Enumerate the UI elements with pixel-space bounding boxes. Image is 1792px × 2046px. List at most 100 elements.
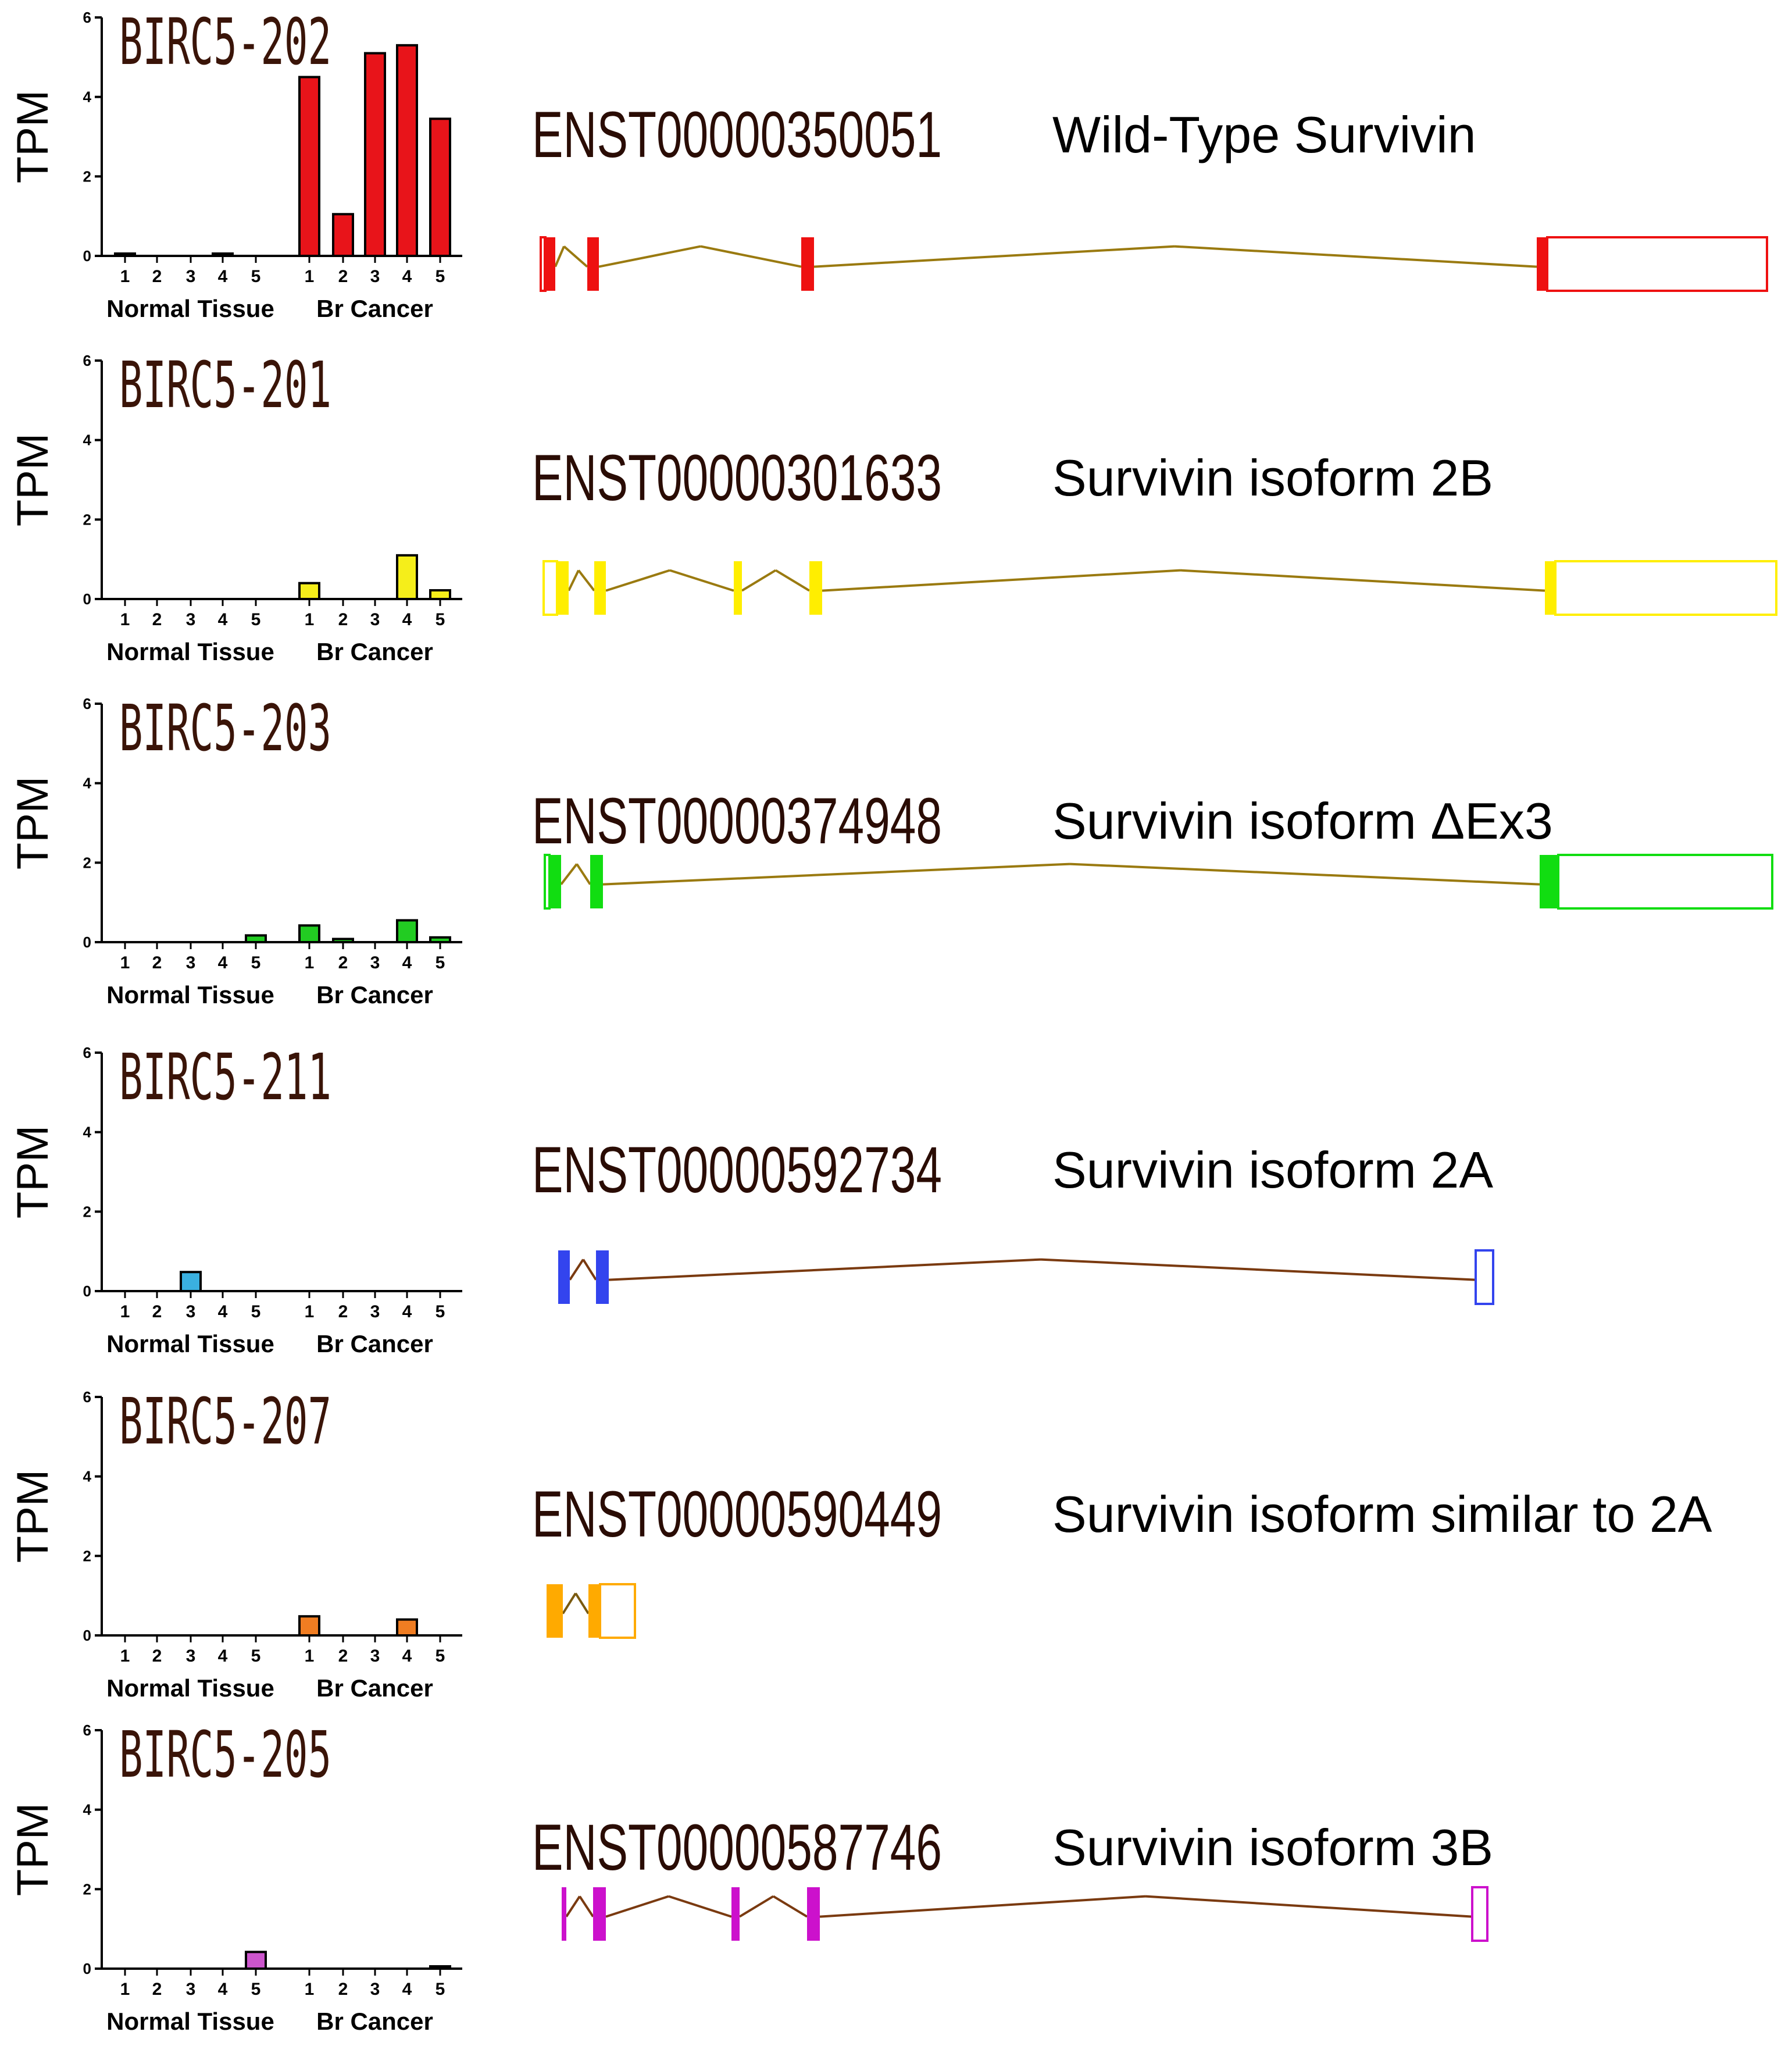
x-tick-label: 2 (152, 267, 162, 286)
x-tick-label: 5 (435, 953, 445, 972)
x-tick-label: 2 (338, 1302, 348, 1321)
x-tick-label: 3 (186, 267, 196, 286)
br-cancer-bar (298, 582, 320, 600)
br-cancer-bar (332, 938, 354, 943)
group-label-cancer: Br Cancer (316, 1330, 433, 1357)
x-tick-label: 1 (305, 1646, 315, 1666)
y-tick-label: 0 (83, 933, 91, 951)
exon-coding (557, 561, 569, 615)
x-tick-label: 2 (338, 1980, 348, 1999)
x-tick-label: 4 (218, 610, 228, 629)
br-cancer-bar (396, 44, 418, 257)
intron-line (741, 569, 777, 592)
br-cancer-bar (298, 76, 320, 257)
x-tick-label: 3 (370, 1646, 380, 1666)
x-tick-label: 3 (186, 610, 196, 629)
y-tick-label: 6 (83, 1388, 91, 1406)
figure-panels: TPM 0 2 4 6 1 2 3 4 5 1 2 3 4 5 Normal Tissue Br Cancer B… (8, 5, 1777, 2035)
group-label-cancer: Br Cancer (316, 638, 433, 665)
x-tick-label: 1 (305, 610, 315, 629)
intron-line (577, 569, 595, 591)
chart-panel: TPM 0 2 4 6 1 2 3 4 5 1 2 3 4 5 Normal Tissue Br Cancer B… (8, 1040, 1494, 1357)
exon-coding (558, 1250, 570, 1304)
exon-coding (588, 1584, 600, 1638)
exon-coding (590, 855, 603, 908)
y-axis-label: TPM (8, 1803, 58, 1896)
x-tick-label: 1 (305, 267, 315, 286)
intron-line (1174, 245, 1537, 268)
x-tick-label: 5 (435, 1980, 445, 1999)
x-tick-label: 5 (435, 610, 445, 629)
x-tick-label: 3 (186, 1302, 196, 1321)
exon-utr (1557, 854, 1773, 910)
x-tick-label: 1 (120, 953, 130, 972)
group-label-cancer: Br Cancer (316, 1674, 433, 1702)
br-cancer-bar (429, 589, 451, 601)
x-tick-label: 5 (251, 1302, 261, 1321)
exon-coding (1545, 561, 1555, 615)
x-tick-label: 3 (370, 267, 380, 286)
br-cancer-bar (332, 213, 354, 257)
y-tick-label: 6 (83, 695, 91, 712)
intron-line (1145, 1895, 1473, 1918)
exon-coding (807, 1887, 820, 1941)
group-label-normal: Normal Tissue (106, 1330, 274, 1357)
x-tick-label: 3 (370, 1302, 380, 1321)
x-tick-label: 2 (338, 267, 348, 286)
intron-line (562, 1592, 577, 1614)
group-label-cancer: Br Cancer (316, 981, 433, 1008)
transcript-id: ENST00000587746 (532, 1811, 942, 1884)
normal-tissue-bar (180, 1271, 202, 1293)
y-axis-label: TPM (8, 90, 58, 183)
x-tick-label: 2 (338, 610, 348, 629)
exon-utr (542, 560, 558, 616)
x-tick-label: 2 (338, 953, 348, 972)
exon-coding (809, 561, 822, 615)
intron-line (608, 1258, 1041, 1281)
x-tick-label: 4 (402, 610, 412, 629)
x-tick-label: 4 (402, 267, 412, 286)
intron-line (1069, 862, 1540, 886)
group-label-normal: Normal Tissue (106, 638, 274, 665)
intron-line (1040, 1258, 1476, 1281)
transcript-id: ENST00000350051 (532, 98, 942, 171)
exon-coding (562, 1887, 566, 1941)
x-tick-label: 5 (251, 610, 261, 629)
x-tick-label: 5 (251, 1646, 261, 1666)
exon-coding (549, 855, 561, 908)
intron-line (567, 569, 580, 591)
y-tick-label: 0 (83, 247, 91, 265)
y-tick-label: 6 (83, 1721, 91, 1739)
group-label-normal: Normal Tissue (106, 295, 274, 322)
x-tick-label: 1 (305, 1302, 315, 1321)
x-tick-label: 1 (305, 953, 315, 972)
normal-tissue-bar (245, 934, 267, 943)
x-tick-label: 5 (251, 953, 261, 972)
normal-tissue-bar (114, 252, 136, 257)
x-tick-label: 4 (218, 1646, 228, 1666)
x-tick-label: 3 (186, 1646, 196, 1666)
intron-line (605, 1895, 669, 1918)
intron-line (579, 1895, 594, 1917)
exon-coding (731, 1887, 740, 1941)
x-tick-label: 2 (152, 953, 162, 972)
x-tick-label: 1 (120, 610, 130, 629)
isoform-description: Survivin isoform 3B (1052, 1819, 1493, 1876)
y-axis-label: TPM (8, 776, 58, 869)
gene-structure (540, 236, 1768, 292)
chart-title: BIRC5-201 (119, 348, 331, 422)
y-tick-label: 0 (83, 1627, 91, 1644)
gene-structure (562, 1886, 1488, 1942)
y-tick-label: 4 (83, 1801, 92, 1819)
transcript-id: ENST00000592734 (532, 1134, 942, 1206)
intron-line (669, 569, 734, 592)
exon-coding (596, 1250, 609, 1304)
y-tick-label: 2 (83, 1203, 91, 1220)
normal-tissue-bar (212, 252, 234, 257)
exon-utr (1554, 560, 1777, 616)
y-tick-label: 0 (83, 1960, 91, 1977)
br-cancer-bar (396, 554, 418, 601)
br-cancer-bar (429, 1965, 451, 1970)
chart-panel: TPM 0 2 4 6 1 2 3 4 5 1 2 3 4 5 Normal Tissue Br Cancer B… (8, 691, 1773, 1008)
intron-line (598, 245, 701, 268)
